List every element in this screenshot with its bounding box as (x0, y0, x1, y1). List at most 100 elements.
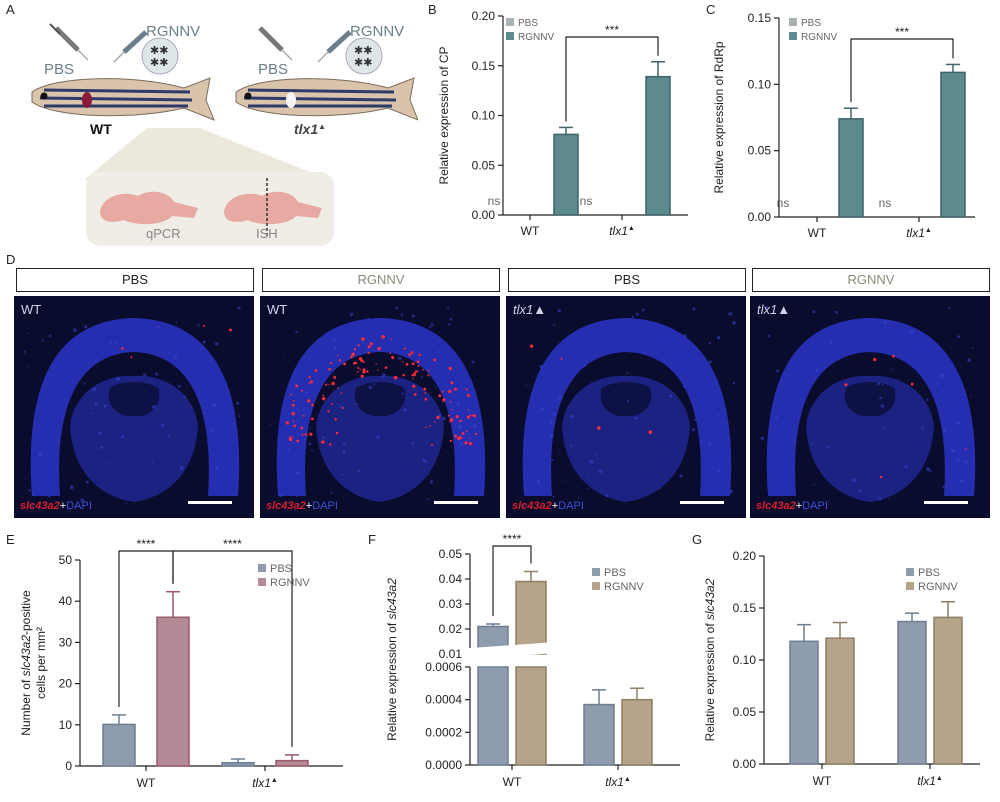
nucleus-dot (203, 412, 206, 415)
y-axis-label: Relative expression of slc43a2 (703, 578, 717, 741)
nucleus-dot (964, 460, 968, 464)
nucleus-dot (115, 341, 118, 345)
ish-signal-dot (597, 426, 601, 430)
nucleus-dot (90, 365, 91, 367)
nucleus-dot (602, 307, 604, 309)
zebrafish-wt-icon (31, 77, 215, 121)
bar-rgnnv (645, 75, 671, 216)
ish-signal-dot (314, 369, 318, 372)
ish-signal-dot (454, 434, 457, 438)
significance-label: **** (137, 537, 156, 551)
ish-signal-dot (292, 403, 295, 407)
schematic-right-genotype: tlx1▲ (294, 121, 326, 137)
nucleus-dot (49, 503, 51, 504)
x-tick-label: tlx1▲ (605, 775, 631, 789)
significance-bracket (492, 545, 532, 616)
ish-signal-dot (130, 356, 133, 359)
nucleus-dot (694, 418, 697, 421)
nucleus-dot (835, 310, 838, 314)
nucleus-dot (400, 313, 403, 316)
nucleus-dot (589, 459, 594, 464)
ish-signal-dot (351, 352, 355, 357)
nucleus-dot (585, 360, 588, 362)
y-tick-label: 0.05 (439, 547, 463, 561)
x-tick-label: WT (137, 776, 156, 790)
ventricle (354, 382, 406, 417)
nucleus-dot (845, 487, 847, 488)
nucleus-dot (765, 305, 769, 309)
nucleus-dot (632, 477, 635, 480)
ish-signal-dot (375, 363, 377, 365)
nucleus-dot (638, 326, 641, 328)
nucleus-dot (69, 485, 74, 490)
micrograph-tlx1-pbs: tlx1▲ slc43a2+DAPI (506, 296, 746, 518)
nucleus-dot (926, 398, 929, 401)
nucleus-dot (339, 405, 343, 408)
ish-signal-dot (390, 338, 392, 340)
tissue-arch (522, 318, 732, 496)
nucleus-dot (827, 500, 830, 502)
legend-swatch (258, 578, 266, 586)
ish-signal-dot (475, 432, 478, 435)
ish-signal-dot (423, 387, 427, 391)
ish-signal-dot (309, 380, 313, 384)
nucleus-dot (322, 436, 325, 439)
nucleus-dot (128, 379, 130, 381)
nucleus-dot (395, 306, 398, 310)
ish-signal-dot (357, 367, 360, 370)
significance-bracket (850, 38, 954, 103)
nucleus-dot (94, 402, 98, 406)
nucleus-dot (943, 428, 947, 432)
label-sup: ▲ (271, 777, 278, 784)
nucleus-dot (631, 315, 634, 319)
nucleus-dot (109, 341, 113, 344)
ish-signal-dot (362, 368, 366, 372)
nucleus-dot (167, 434, 171, 437)
nucleus-dot (336, 403, 338, 405)
ish-signal-dot (306, 434, 308, 436)
assay-qpcr: qPCR (146, 226, 181, 241)
ish-signal-dot (441, 390, 444, 393)
legend-swatch (906, 582, 914, 590)
ish-signal-dot (422, 368, 424, 371)
nucleus-dot (956, 458, 960, 462)
stain-legend: slc43a2+DAPI (512, 500, 584, 512)
label-sup: ▲ (628, 225, 635, 232)
tissue-arch (766, 318, 976, 496)
nucleus-dot (635, 312, 639, 316)
nucleus-dot (732, 321, 736, 325)
nucleus-dot (606, 500, 608, 501)
ish-signal-dot (464, 441, 468, 445)
nucleus-dot (815, 369, 819, 373)
ish-signal-dot (292, 436, 294, 438)
ish-signal-dot (466, 415, 470, 419)
nucleus-dot (411, 314, 415, 318)
nucleus-dot (627, 410, 629, 412)
ylabel-part: Relative expression of (385, 619, 399, 740)
nucleus-dot (550, 434, 554, 438)
tissue-core (562, 375, 690, 502)
nucleus-dot (643, 351, 646, 354)
stain-legend: slc43a2+DAPI (266, 500, 338, 512)
ish-signal-dot (405, 363, 409, 366)
ish-signal-dot (530, 344, 534, 348)
nucleus-dot (708, 441, 712, 446)
ish-signal-dot (964, 448, 967, 450)
stain-legend: slc43a2+DAPI (20, 500, 92, 512)
y-axis-label: Relative expression of slc43a2 (385, 578, 399, 741)
ish-signal-dot (466, 430, 468, 432)
ish-signal-dot (448, 366, 452, 371)
nucleus-dot (708, 342, 711, 345)
nucleus-dot (125, 502, 128, 504)
nucleus-dot (577, 497, 580, 499)
nucleus-dot (175, 321, 178, 324)
ish-signal-dot (353, 361, 356, 365)
virus-cluster-icon: ✱✱ ✱✱ (141, 37, 179, 75)
micrograph-title-2: RGNNV (262, 268, 500, 292)
ylabel-gene: slc43a2 (703, 578, 717, 620)
nucleus-dot (783, 441, 786, 445)
nucleus-dot (103, 404, 107, 408)
ish-signal-dot (393, 375, 398, 380)
y-tick-label: 0.15 (472, 59, 496, 73)
ylabel-part: Number of (19, 676, 33, 735)
